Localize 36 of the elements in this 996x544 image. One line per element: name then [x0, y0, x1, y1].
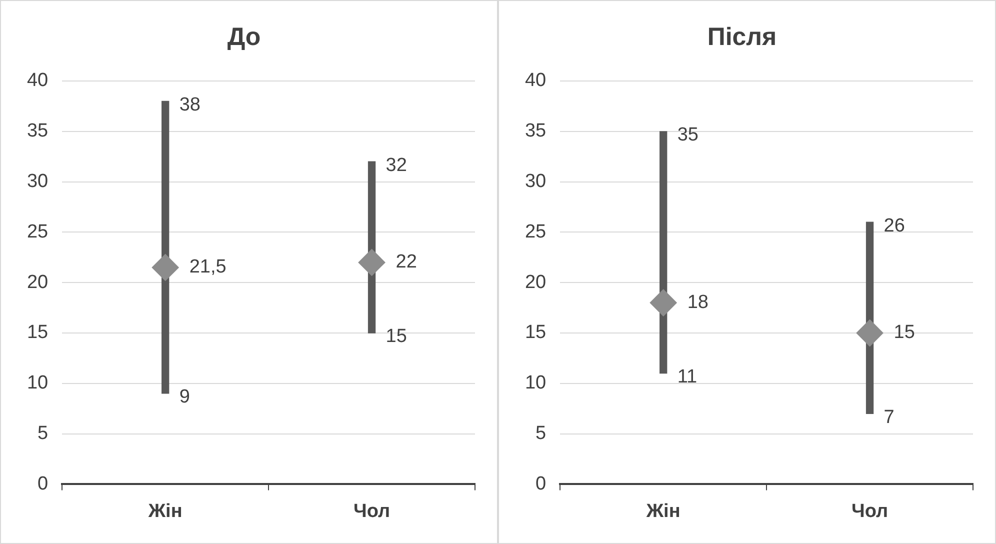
annotation: 15	[386, 326, 407, 348]
annotation: 26	[884, 215, 905, 236]
data-label: 21,5	[189, 256, 226, 278]
y-tick-label: 0	[536, 473, 546, 494]
annotation: 7	[884, 406, 894, 428]
y-tick-label: 40	[524, 70, 546, 92]
y-tick-label: 40	[26, 70, 48, 92]
y-tick-label: 20	[524, 272, 546, 293]
x-tick-label: Жін	[147, 500, 182, 522]
data-label: 22	[396, 252, 417, 273]
data-label: 18	[687, 292, 708, 313]
y-tick-label: 25	[26, 221, 48, 242]
y-tick-label: 10	[524, 372, 546, 394]
y-tick-label: 0	[38, 473, 48, 494]
chart-title: Після	[707, 22, 777, 51]
annotation: 9	[179, 386, 190, 408]
y-tick-label: 5	[536, 423, 546, 444]
x-tick-label: Чол	[852, 500, 888, 522]
annotation: 32	[386, 154, 407, 176]
annotation: 35	[677, 124, 698, 146]
annotation: 38	[179, 94, 200, 116]
chart-title: До	[227, 22, 261, 51]
data-label: 15	[894, 322, 915, 344]
x-tick-label: Чол	[354, 500, 390, 522]
y-tick-label: 35	[26, 120, 48, 142]
annotation: 11	[677, 366, 698, 388]
y-tick-label: 15	[524, 322, 546, 344]
y-tick-label: 35	[524, 120, 546, 142]
y-tick-label: 5	[38, 423, 48, 444]
y-tick-label: 30	[524, 171, 546, 192]
y-tick-label: 10	[26, 372, 48, 394]
y-tick-label: 20	[26, 272, 48, 293]
y-tick-label: 15	[26, 322, 48, 344]
y-tick-label: 25	[524, 221, 546, 242]
x-tick-label: Жін	[645, 500, 680, 522]
y-tick-label: 30	[26, 171, 48, 192]
